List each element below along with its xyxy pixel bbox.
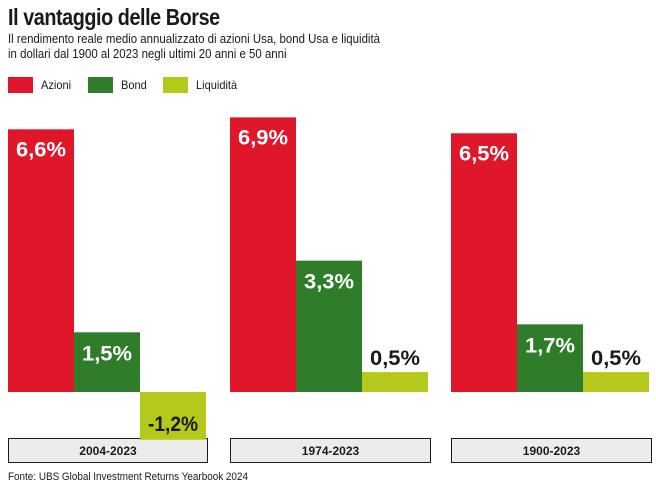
legend-label-bond: Bond bbox=[120, 78, 147, 92]
data-label-azioni: 6,6% bbox=[16, 138, 66, 161]
legend-label-azioni: Azioni bbox=[41, 78, 72, 92]
category-panel bbox=[8, 438, 208, 463]
bar-bond bbox=[74, 332, 140, 392]
bar-liquidita bbox=[583, 372, 649, 392]
data-label-bond: 3,3% bbox=[304, 271, 354, 294]
category-panel bbox=[230, 438, 431, 463]
bar-bond bbox=[296, 260, 362, 392]
bar-azioni bbox=[8, 129, 74, 392]
bar-bond bbox=[517, 324, 583, 392]
data-label-azioni: 6,9% bbox=[238, 126, 288, 149]
bar-azioni bbox=[451, 133, 517, 393]
chart-subtitle: Il rendimento reale medio annualizzato d… bbox=[8, 31, 380, 61]
data-label-bond: 1,5% bbox=[82, 342, 132, 365]
category-panel bbox=[451, 438, 652, 463]
legend-item-liquidita: Liquidità bbox=[162, 77, 241, 93]
data-label-azioni: 6,5% bbox=[459, 142, 509, 165]
legend-swatch-azioni bbox=[8, 77, 33, 93]
data-label-liquidita: -1,2% bbox=[148, 413, 198, 436]
category-label: 2004-2023 bbox=[79, 444, 137, 458]
legend: Azioni Bond Liquidità bbox=[8, 77, 254, 93]
legend-item-azioni: Azioni bbox=[8, 77, 74, 93]
data-label-liquidita: 0,5% bbox=[370, 347, 420, 370]
legend-label-liquidita: Liquidità bbox=[195, 78, 237, 92]
source-note: Fonte: UBS Global Investment Returns Yea… bbox=[8, 471, 248, 483]
data-label-bond: 1,7% bbox=[525, 334, 575, 357]
category-label: 1974-2023 bbox=[302, 444, 360, 458]
category-label: 1900-2023 bbox=[523, 444, 581, 458]
subtitle-line-2: in dollari dal 1900 al 2023 negli ultimi… bbox=[8, 46, 287, 61]
bar-liquidita bbox=[140, 392, 206, 440]
chart-title: Il vantaggio delle Borse bbox=[8, 4, 220, 30]
subtitle-line-1: Il rendimento reale medio annualizzato d… bbox=[8, 31, 381, 46]
bar-liquidita bbox=[362, 372, 428, 392]
legend-swatch-liquidita bbox=[162, 77, 188, 93]
legend-swatch-bond bbox=[87, 77, 113, 93]
legend-item-bond: Bond bbox=[87, 77, 149, 93]
data-label-liquidita: 0,5% bbox=[591, 347, 641, 370]
bar-azioni bbox=[230, 117, 296, 392]
